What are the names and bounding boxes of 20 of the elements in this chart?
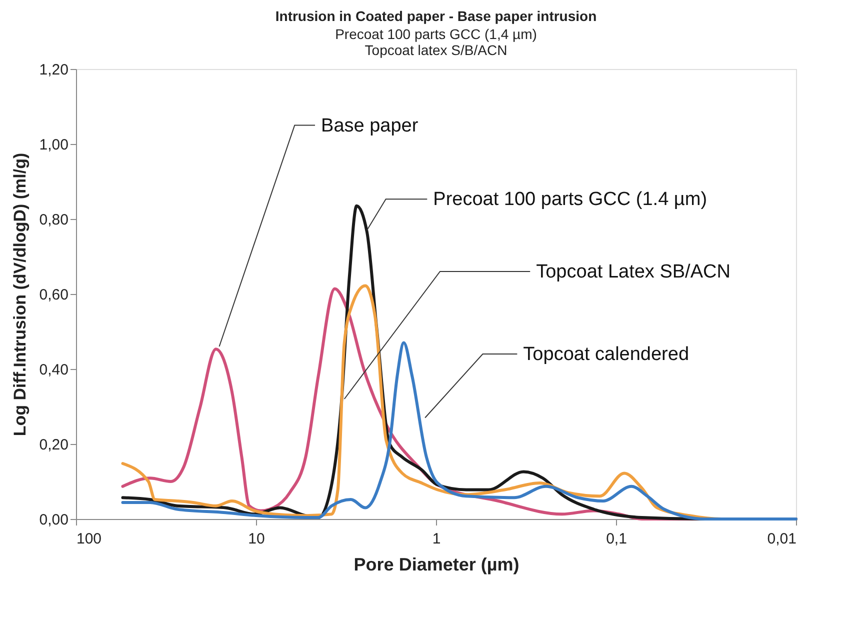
x-axis-title: Pore Diameter (µm): [354, 554, 520, 574]
y-tick-label: 0,20: [39, 436, 68, 454]
y-tick-label: 0,80: [39, 212, 68, 228]
y-tick-label: 1,00: [39, 136, 68, 154]
annotation: Topcoat calendered: [523, 344, 690, 365]
x-tick-label: 1: [432, 530, 441, 548]
x-tick-label: 100: [76, 530, 102, 548]
y-tick-label: 0,00: [39, 512, 68, 528]
y-tick-label: 1,20: [39, 62, 68, 78]
x-tick-label: 10: [248, 530, 265, 548]
annotation: Topcoat Latex SB/ACN: [536, 262, 730, 282]
x-tick-label: 0,01: [767, 530, 796, 548]
y-axis-title: Log Diff.Intrusion (dV/dlogD) (ml/g): [10, 152, 30, 436]
chart-title: Intrusion in Coated paper - Base paper intrusion: [275, 8, 597, 24]
chart-subtitle: Precoat 100 parts GCC (1,4 µm) Topcoat latex S/B/ACN: [335, 26, 537, 58]
x-tick-label: 0,1: [606, 530, 627, 548]
annotation: Precoat 100 parts GCC (1.4 µm): [433, 189, 708, 210]
annotation: Base paper: [321, 115, 419, 136]
y-tick-label: 0,40: [39, 362, 68, 378]
y-tick-label: 0,60: [39, 286, 68, 304]
